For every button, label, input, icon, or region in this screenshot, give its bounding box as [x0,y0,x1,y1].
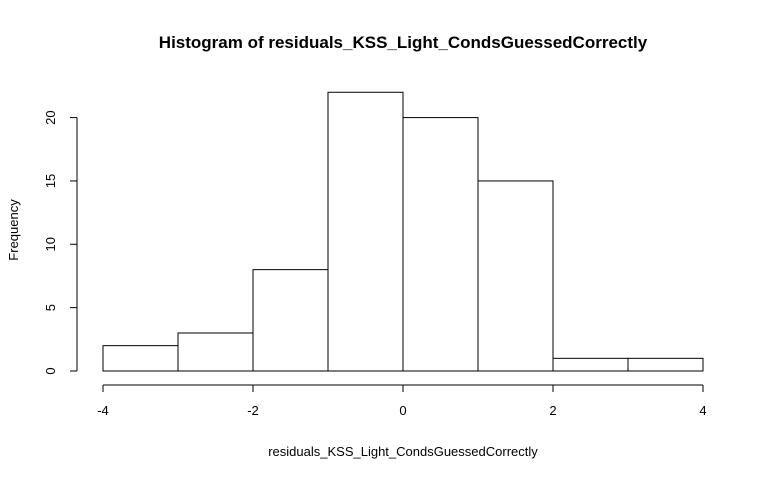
x-tick-label: -4 [97,403,109,418]
histogram-bar [327,91,404,372]
y-axis-label: Frequency [6,199,21,261]
chart-title: Histogram of residuals_KSS_Light_CondsGu… [159,33,648,52]
y-tick-label: 0 [43,367,58,374]
x-tick-label: 2 [549,403,556,418]
bars-group [102,91,704,372]
y-tick-label: 20 [43,110,58,124]
histogram-bar [252,269,329,372]
x-tick-label: 4 [699,403,706,418]
x-tick-label: -2 [247,403,259,418]
histogram-bar [552,357,629,372]
x-tick-label: 0 [399,403,406,418]
histogram-bar [477,180,554,372]
histogram-bar [177,332,254,372]
y-tick-label: 5 [43,304,58,311]
x-axis-label: residuals_KSS_Light_CondsGuessedCorrectl… [268,444,538,459]
y-tick-label: 10 [43,237,58,251]
y-axis: 0 5 10 15 20 [43,110,78,375]
histogram-bar [102,345,179,372]
y-tick-label: 15 [43,174,58,188]
x-axis: -4 -2 0 2 4 [97,384,707,418]
histogram-bar [627,357,704,372]
histogram-bar [402,117,479,372]
